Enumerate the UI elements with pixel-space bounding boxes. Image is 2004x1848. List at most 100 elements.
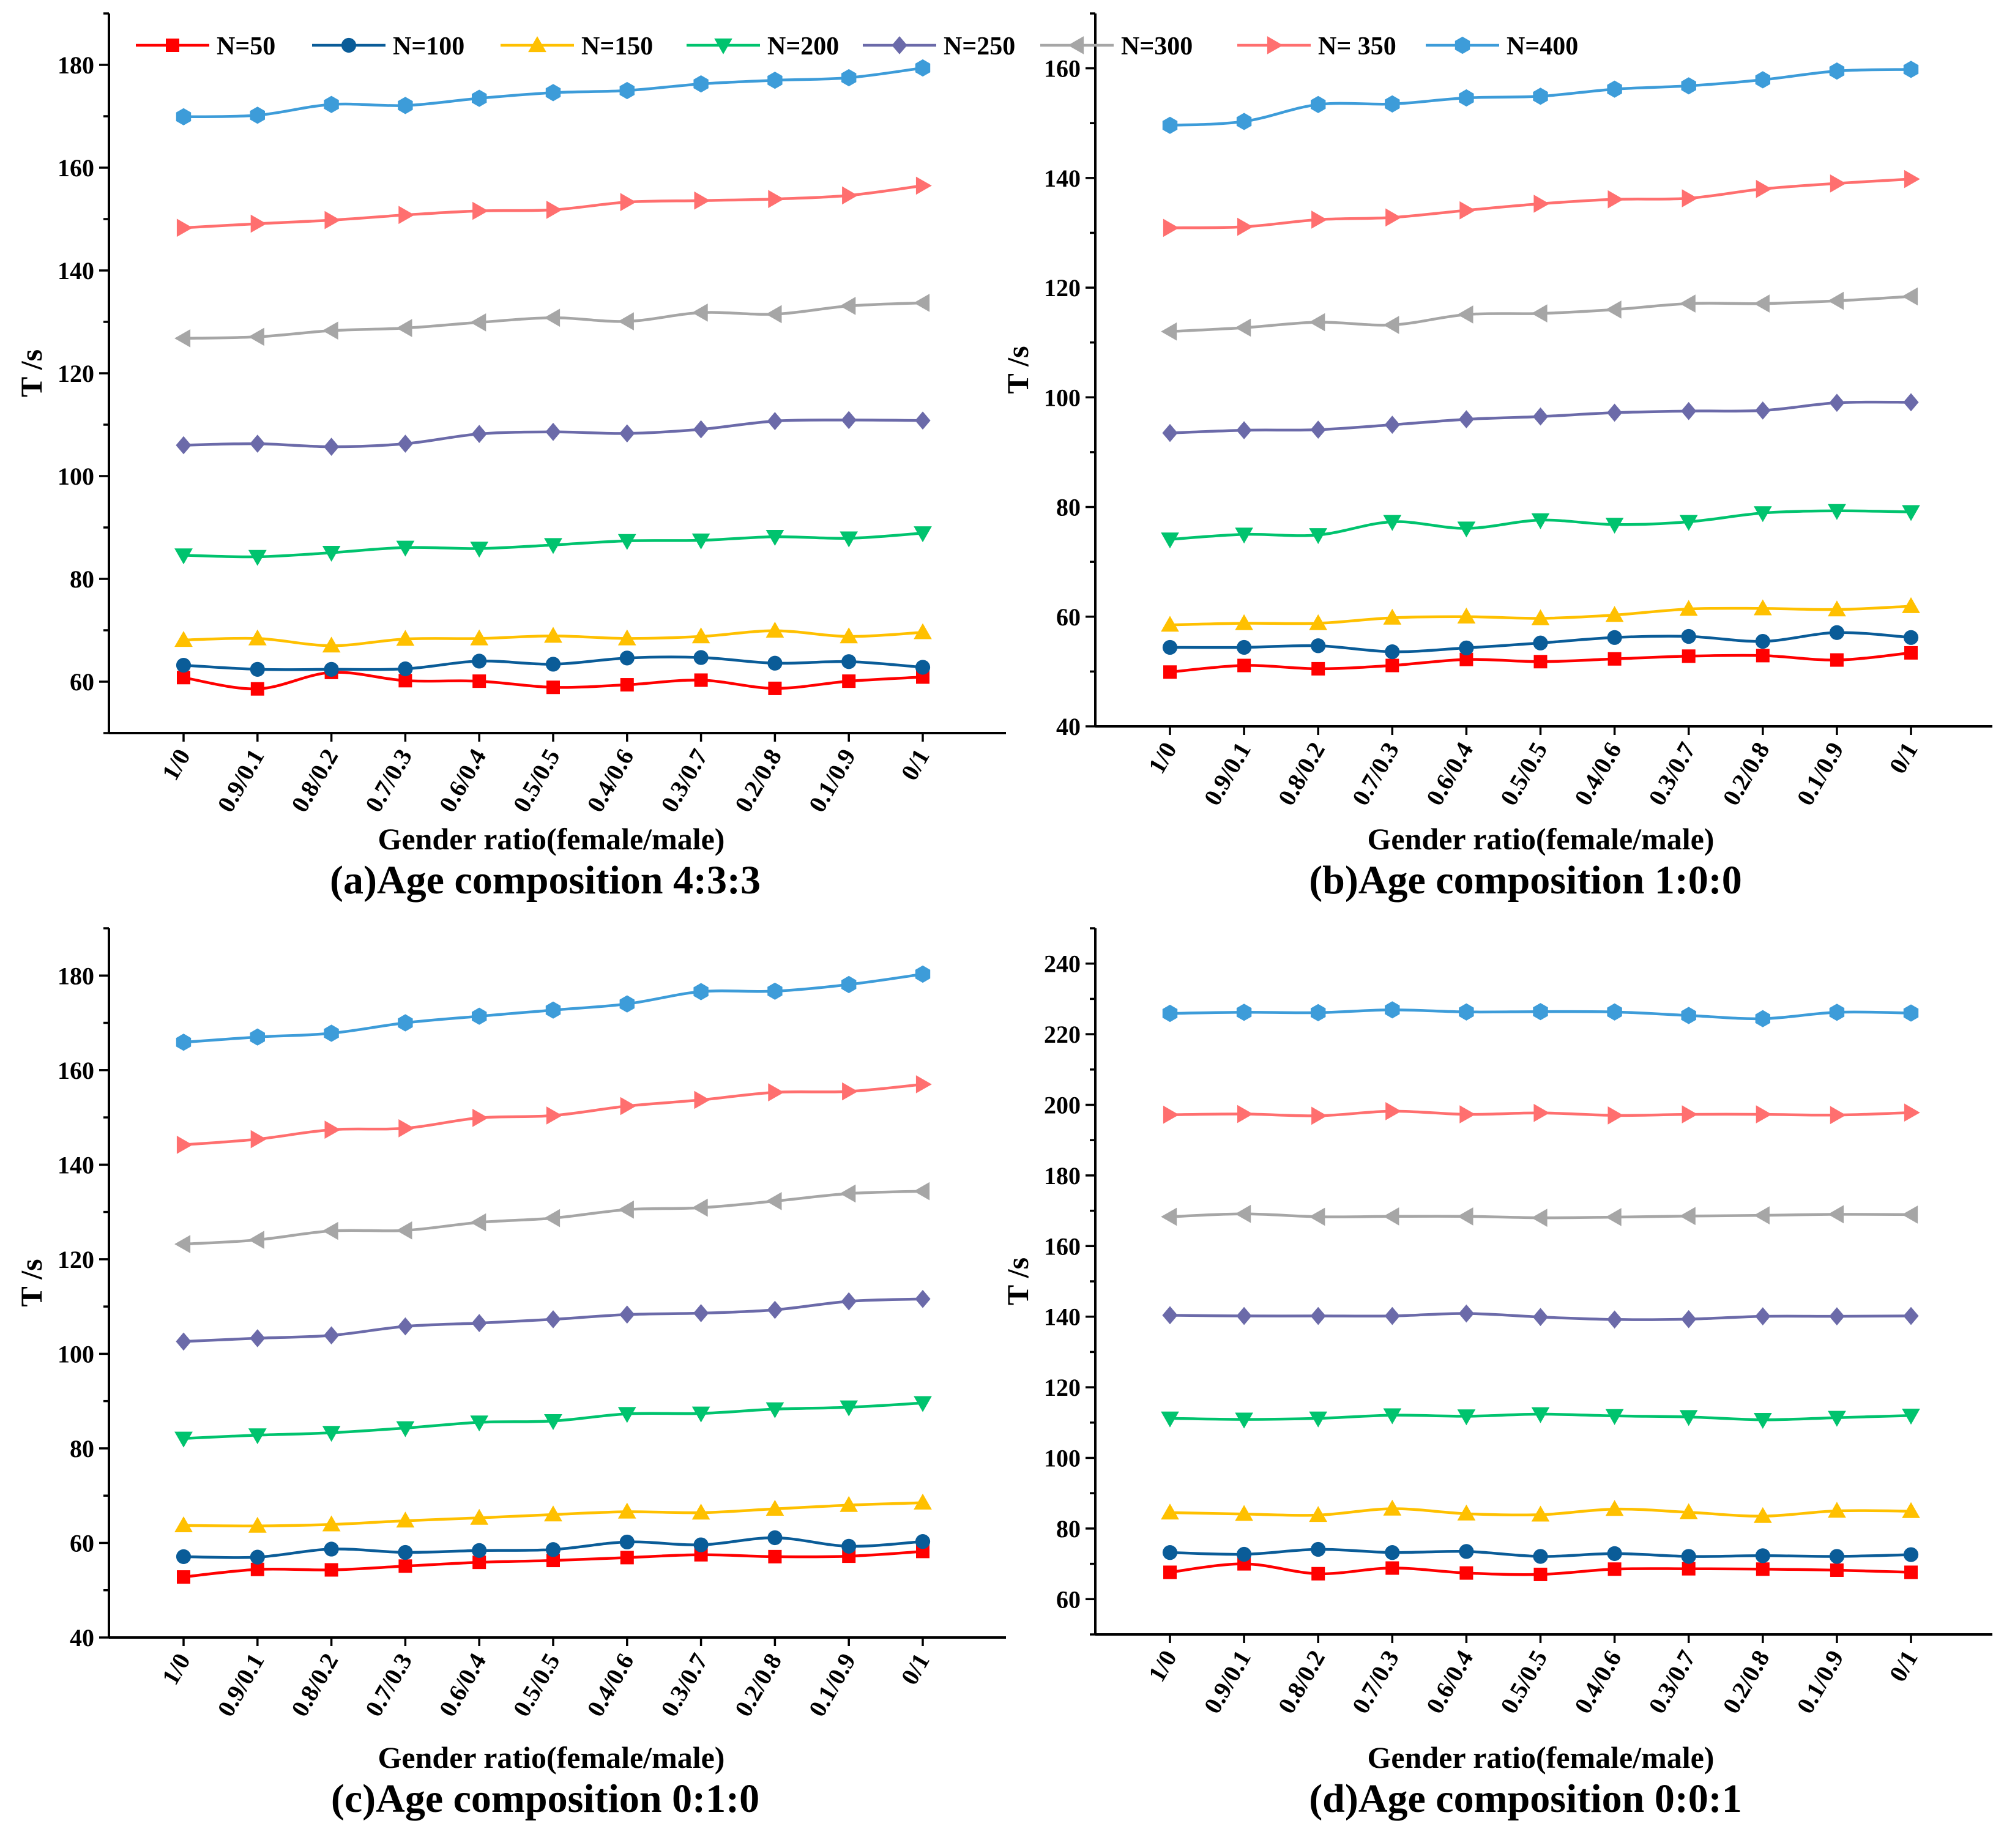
data-point <box>1607 1310 1623 1329</box>
legend-label: N= 350 <box>1318 32 1396 61</box>
y-tick-label: 160 <box>1044 1232 1081 1260</box>
data-point <box>1162 639 1178 655</box>
legend-item: N=150 <box>501 32 653 61</box>
data-point <box>1531 1209 1548 1227</box>
data-point <box>397 1317 413 1336</box>
data-point <box>620 193 636 212</box>
data-point <box>472 1109 489 1127</box>
data-point <box>1829 1004 1845 1021</box>
data-point <box>841 1292 857 1311</box>
legend: N=50 N=100 N=150 N=200 N=250 N=300 N= 350 N=400 <box>136 32 1578 61</box>
data-point <box>1828 291 1844 310</box>
data-point <box>1682 649 1696 663</box>
data-point <box>765 622 784 638</box>
x-tick-label: 0.2/0.8 <box>729 1649 788 1721</box>
data-point <box>248 327 264 346</box>
data-point <box>915 965 931 983</box>
data-point <box>1162 1306 1178 1325</box>
x-tick-label: 0.5/0.5 <box>1495 737 1553 810</box>
data-point <box>1533 1003 1548 1021</box>
data-point <box>694 673 708 687</box>
data-point <box>322 546 341 562</box>
data-point <box>324 1541 339 1557</box>
x-tick-label: 0.1/0.9 <box>803 744 861 817</box>
x-tick-label: 0.9/0.1 <box>212 1649 270 1721</box>
data-point <box>1457 607 1476 624</box>
x-tick-label: 0.3/0.7 <box>1643 1645 1701 1718</box>
data-point <box>472 89 487 107</box>
legend-item: N=300 <box>1040 32 1193 61</box>
data-point <box>1904 646 1918 660</box>
data-point <box>248 1231 264 1249</box>
data-point <box>620 1097 636 1116</box>
data-point <box>322 321 338 340</box>
y-axis-title: T /s <box>14 1259 48 1306</box>
data-point <box>398 661 413 677</box>
data-point <box>471 1314 487 1332</box>
data-point <box>1755 1010 1770 1027</box>
y-tick-label: 120 <box>58 1246 94 1273</box>
data-point <box>1163 665 1177 679</box>
data-point <box>176 1332 192 1351</box>
data-point <box>1457 1409 1476 1426</box>
data-point <box>1681 1007 1696 1024</box>
data-point <box>1236 113 1252 130</box>
series-n-400 <box>176 59 931 125</box>
y-tick-label: 160 <box>58 154 94 182</box>
data-point <box>176 1034 192 1051</box>
y-tick-label: 80 <box>70 565 94 593</box>
x-tick-label: 0.7/0.3 <box>360 744 418 817</box>
series-n-50 <box>1163 1557 1918 1581</box>
x-tick-label: 0.8/0.2 <box>286 744 344 817</box>
data-point <box>915 176 932 195</box>
data-point <box>1679 1410 1698 1426</box>
data-point <box>397 434 413 453</box>
x-axis-title: Gender ratio(female/male) <box>1368 822 1715 856</box>
data-point <box>1162 1545 1178 1560</box>
data-point <box>1235 1412 1253 1429</box>
data-point <box>176 436 192 455</box>
data-point <box>174 1516 193 1532</box>
data-point <box>620 1551 634 1565</box>
data-point <box>322 1515 341 1532</box>
data-point <box>1161 1503 1179 1520</box>
data-point <box>1829 62 1845 80</box>
series-n-100 <box>176 1530 931 1565</box>
x-tick-label: 0.7/0.3 <box>1347 1645 1405 1718</box>
data-point <box>1311 1541 1326 1557</box>
data-point <box>1903 630 1919 645</box>
data-point <box>1531 609 1550 625</box>
data-point <box>546 201 562 219</box>
data-point <box>1161 616 1179 632</box>
data-point <box>250 682 264 696</box>
data-point <box>398 206 415 225</box>
x-tick-label: 0.6/0.4 <box>1421 737 1479 810</box>
data-point <box>765 305 782 324</box>
data-point <box>1754 1413 1772 1429</box>
data-point <box>1903 61 1919 78</box>
data-point <box>1828 1410 1846 1427</box>
y-tick-label: 140 <box>1044 1303 1081 1331</box>
data-point <box>324 1326 340 1345</box>
data-point <box>176 1549 192 1564</box>
data-point <box>174 548 193 565</box>
data-point <box>545 422 561 441</box>
y-tick-label: 200 <box>1044 1092 1081 1119</box>
data-point <box>1682 189 1698 207</box>
data-point <box>1459 89 1474 107</box>
data-point <box>1903 1306 1919 1325</box>
data-point <box>1902 1205 1918 1224</box>
data-point <box>915 1534 931 1549</box>
data-point <box>1755 401 1771 420</box>
data-point <box>1756 1562 1770 1576</box>
data-point <box>694 191 710 210</box>
data-point <box>914 1396 932 1412</box>
data-point <box>1903 1547 1919 1562</box>
data-point <box>1310 1306 1326 1325</box>
data-point <box>1902 505 1920 521</box>
data-point <box>765 1500 784 1516</box>
x-tick-label: 0.6/0.4 <box>433 744 491 817</box>
data-point <box>914 623 932 639</box>
data-point <box>915 660 931 675</box>
data-point <box>472 1556 486 1570</box>
